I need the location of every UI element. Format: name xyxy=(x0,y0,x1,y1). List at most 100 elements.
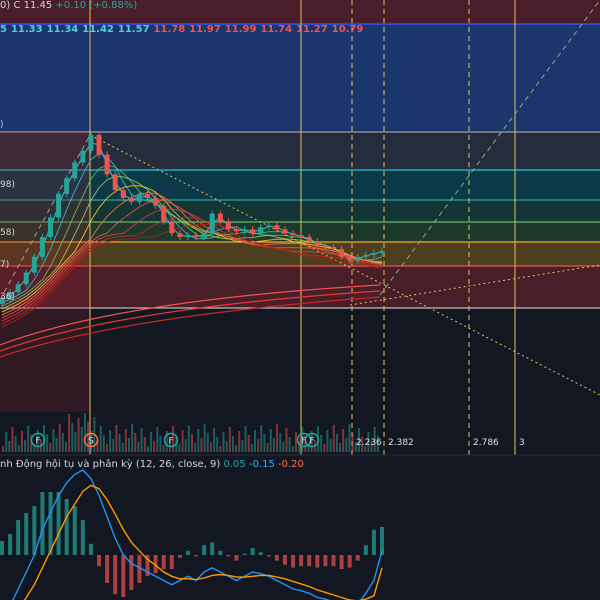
candle-body-11 xyxy=(88,135,94,151)
macd-hist-12 xyxy=(97,555,102,567)
legend-fragment: 0) xyxy=(0,0,11,11)
volume-bar-89 xyxy=(282,442,285,452)
volume-bar-95 xyxy=(301,427,304,452)
volume-bar-69 xyxy=(219,446,222,452)
candle-body-44 xyxy=(355,256,361,261)
event-marker-letter-1: S xyxy=(88,437,94,447)
volume-bar-10 xyxy=(33,444,36,452)
volume-bar-102 xyxy=(323,444,326,452)
ma-line-5 xyxy=(1,192,383,316)
volume-bar-75 xyxy=(238,431,241,452)
volume-bar-112 xyxy=(354,442,357,452)
ma-value-1: 11.33 xyxy=(10,24,43,35)
volume-bar-108 xyxy=(342,429,345,452)
volume-bar-23 xyxy=(74,432,77,452)
candle-body-14 xyxy=(112,174,118,190)
volume-bar-11 xyxy=(36,430,39,452)
time-zone-label-0: 2.236 xyxy=(356,438,382,448)
macd-title: nh Động hội tụ và phân kỳ (12, 26, close… xyxy=(0,459,221,470)
candle-body-24 xyxy=(193,235,199,238)
volume-bar-96 xyxy=(304,436,307,452)
candle-body-41 xyxy=(330,246,336,249)
event-marker-letter-2: F xyxy=(168,437,173,447)
candle-body-34 xyxy=(274,225,280,230)
fan-line xyxy=(349,264,600,306)
macd-hist-43 xyxy=(347,555,352,568)
volume-bar-114 xyxy=(361,437,364,452)
macd-line xyxy=(12,469,383,600)
macd-hist-0 xyxy=(0,541,4,555)
time-zone-label-1: 2.382 xyxy=(388,438,414,448)
volume-bar-76 xyxy=(241,440,244,452)
volume-bar-109 xyxy=(345,438,348,452)
candle-body-15 xyxy=(120,190,126,198)
volume-bar-14 xyxy=(46,434,49,452)
volume-bar-22 xyxy=(71,423,74,452)
event-marker-ring-0 xyxy=(30,432,46,448)
fib-band-3 xyxy=(0,170,600,200)
volume-bar-83 xyxy=(263,434,266,452)
volume-bar-58 xyxy=(184,439,187,452)
macd-hist-8 xyxy=(64,499,69,555)
volume-bar-9 xyxy=(30,435,33,452)
candle-body-35 xyxy=(282,229,288,234)
event-marker-3: F xyxy=(296,432,312,448)
volume-bar-115 xyxy=(364,446,367,452)
candle-body-21 xyxy=(169,221,175,234)
event-marker-ring-3 xyxy=(296,432,312,448)
volume-bar-36 xyxy=(115,425,118,452)
volume-bar-80 xyxy=(254,430,256,452)
volume-bar-62 xyxy=(197,429,200,452)
macd-hist-41 xyxy=(331,555,336,567)
fib-band-4 xyxy=(0,200,600,222)
volume-bar-91 xyxy=(288,437,291,452)
candle-body-37 xyxy=(298,235,304,238)
volume-bar-40 xyxy=(128,438,130,452)
volume-bar-78 xyxy=(247,435,250,452)
volume-bar-110 xyxy=(348,424,351,452)
volume-bar-106 xyxy=(335,434,338,452)
candle-body-6 xyxy=(48,217,54,238)
candle-body-10 xyxy=(80,150,86,163)
volume-bar-77 xyxy=(244,426,247,452)
volume-bar-16 xyxy=(52,429,55,452)
volume-bar-70 xyxy=(222,432,225,452)
volume-bar-66 xyxy=(209,442,212,452)
candle-body-18 xyxy=(145,193,151,198)
ma-value-4: 11.57 xyxy=(117,24,150,35)
volume-bar-94 xyxy=(298,441,301,452)
volume-bar-74 xyxy=(235,445,238,452)
candle-body-4 xyxy=(31,256,37,273)
macd-hist-47 xyxy=(380,527,384,555)
candle-body-13 xyxy=(104,154,110,175)
macd-hist-25 xyxy=(202,545,207,555)
volume-bar-7 xyxy=(24,440,27,452)
volume-bar-8 xyxy=(27,426,30,452)
macd-hist-44 xyxy=(355,555,360,561)
candle-body-12 xyxy=(96,135,102,155)
event-marker-letter-4: F xyxy=(309,437,314,447)
macd-hist-30 xyxy=(242,553,247,555)
volume-bar-71 xyxy=(225,441,228,452)
fib-tag-2: 58) xyxy=(0,228,15,238)
fib-tag-1: 98) xyxy=(0,180,15,190)
volume-bar-39 xyxy=(124,429,127,452)
volume-bar-15 xyxy=(49,443,52,452)
candle-body-27 xyxy=(217,213,223,222)
event-marker-0: F xyxy=(30,432,46,448)
volume-bar-47 xyxy=(150,432,153,452)
volume-bar-105 xyxy=(332,425,335,452)
uptrend-projection xyxy=(379,0,600,296)
candle-body-0 xyxy=(0,300,5,304)
ohlc-legend: 0) C 11.45 +0.10 (+0.88%) xyxy=(0,0,137,12)
volume-bar-101 xyxy=(320,435,323,452)
candle-body-9 xyxy=(72,162,78,179)
close-value: 11.45 xyxy=(23,0,53,11)
macd-hist-23 xyxy=(185,550,190,555)
volume-bar-81 xyxy=(257,439,260,452)
fib-tag-3: 7) xyxy=(0,260,10,270)
fib-band-0 xyxy=(0,0,600,24)
macd-hist-42 xyxy=(339,555,344,569)
long-ma-1 xyxy=(0,290,381,352)
